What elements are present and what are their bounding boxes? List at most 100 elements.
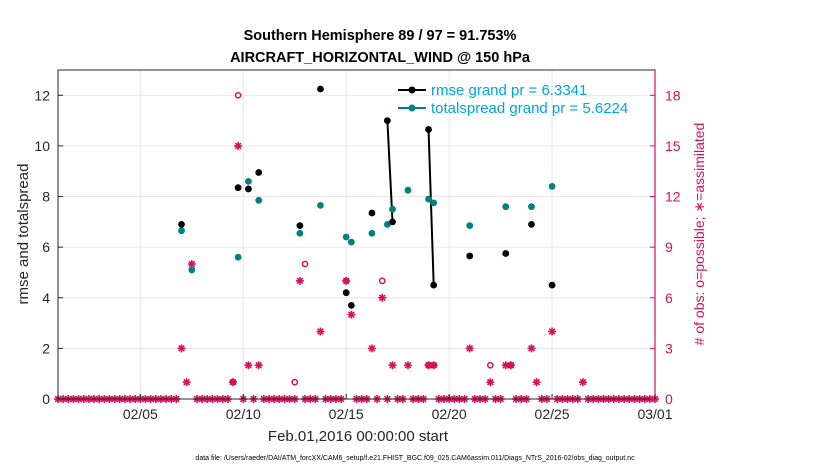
obs-assimilated-marker — [578, 378, 587, 387]
spread-point — [347, 238, 355, 246]
obs-assimilated-marker — [424, 361, 433, 370]
y-axis-label: rmse and totalspread — [15, 164, 32, 305]
grid — [58, 70, 656, 400]
obs-assimilated-marker — [234, 141, 243, 150]
chart-subtitle: AIRCRAFT_HORIZONTAL_WIND @ 150 hPa — [230, 50, 531, 66]
y-tick-label: 2 — [42, 340, 50, 356]
obs-assimilated-marker — [388, 361, 397, 370]
x-tick-label: 02/10 — [226, 406, 261, 422]
obs-possible-marker — [301, 260, 309, 268]
obs-possible-marker — [486, 361, 494, 369]
rmse-point — [430, 281, 438, 289]
y-tick-label: 12 — [34, 87, 50, 103]
spread-point — [188, 266, 196, 274]
legend: rmse grand pr = 6.3341 totalspread grand… — [398, 82, 628, 117]
rmse-point — [255, 169, 263, 176]
spread-point — [342, 233, 350, 241]
x-tick-label: 02/20 — [432, 406, 467, 422]
y-tick-label: 6 — [42, 239, 50, 255]
rmse-point — [178, 220, 185, 228]
data-layer — [177, 85, 587, 387]
spread-point — [296, 229, 304, 237]
obs-assimilated-marker — [429, 361, 438, 370]
rmse-point — [528, 220, 535, 228]
obs-assimilated-marker — [342, 276, 351, 285]
y-right-tick-label: 0 — [665, 391, 673, 407]
spread-point — [317, 201, 324, 209]
obs-assimilated-marker — [316, 327, 325, 336]
rmse-point — [317, 85, 324, 93]
x-axis-label: Feb.01,2016 00:00:00 start — [268, 428, 449, 445]
legend-spread-label: totalspread grand pr = 5.6224 — [431, 100, 628, 117]
obs-possible-marker — [378, 277, 386, 285]
y-tick-label: 8 — [42, 189, 50, 205]
rmse-point — [383, 117, 391, 125]
axes: 02/05 02/10 02/15 02/20 02/25 03/010246810120… — [34, 87, 680, 422]
spread-point — [404, 186, 412, 194]
spread-point — [466, 222, 474, 230]
obs-assimilated-marker — [506, 361, 515, 370]
obs-assimilated-marker — [367, 344, 376, 353]
obs-assimilated-marker — [254, 361, 263, 370]
rmse-point — [502, 250, 510, 257]
legend-spread-marker — [408, 104, 416, 112]
data-file-footnote: data file: /Users/raeder/DAI/ATM_forcXX/… — [195, 455, 635, 462]
rmse-point — [234, 184, 242, 192]
x-tick-label: 03/01 — [637, 406, 672, 422]
y-right-tick-label: 9 — [665, 239, 673, 255]
x-tick-label: 02/05 — [123, 406, 158, 422]
spread-point — [383, 220, 391, 228]
x-tick-label: 02/15 — [329, 406, 364, 422]
spread-point — [368, 229, 376, 237]
rmse-point — [548, 281, 556, 289]
rmse-point — [425, 126, 432, 133]
obs-assimilated-marker — [182, 378, 191, 387]
rmse-point — [245, 185, 252, 193]
obs-assimilated-marker — [465, 344, 474, 353]
legend-rmse-label: rmse grand pr = 6.3341 — [431, 82, 587, 99]
spread-point — [234, 253, 242, 261]
rmse-point — [296, 222, 304, 230]
rmse-point — [368, 209, 376, 217]
obs-assimilated-marker — [532, 378, 541, 387]
rmse-connector-line — [427, 129, 435, 286]
spread-point — [389, 205, 396, 213]
spread-point — [245, 177, 252, 185]
rmse-point — [466, 252, 474, 260]
y-right-tick-label: 12 — [665, 189, 681, 205]
y-right-tick-label: 6 — [665, 290, 673, 306]
obs-assimilated-marker — [403, 361, 412, 370]
rmse-point — [389, 218, 396, 226]
obs-assimilated-marker — [177, 344, 186, 353]
obs-assimilated-marker — [347, 310, 356, 319]
obs-assimilated-marker — [548, 327, 557, 336]
spread-point — [425, 195, 432, 203]
spread-point — [502, 203, 510, 211]
obs-assimilated-marker — [295, 276, 304, 285]
obs-assimilated-marker — [244, 361, 253, 370]
spread-point — [178, 227, 185, 235]
y-tick-label: 10 — [34, 138, 50, 154]
obs-assimilated-marker — [378, 293, 387, 302]
chart-title: Southern Hemisphere 89 / 97 = 91.753% — [244, 28, 517, 44]
obs-possible-marker — [234, 91, 242, 99]
obs-assimilated-marker — [228, 378, 237, 387]
spread-point — [528, 203, 535, 211]
obs-possible-marker — [291, 378, 299, 386]
plot-frame — [57, 69, 656, 400]
rmse-point — [342, 289, 350, 297]
spread-point — [255, 196, 263, 204]
legend-rmse-marker — [408, 86, 416, 94]
y-tick-label: 0 — [42, 391, 50, 407]
y-right-tick-label: 15 — [665, 138, 681, 154]
x-tick-label: 02/25 — [535, 406, 570, 422]
rmse-connector-line — [386, 120, 394, 222]
obs-assimilated-marker — [527, 344, 536, 353]
y-tick-label: 4 — [42, 290, 50, 306]
obs-assimilated-marker — [486, 378, 495, 387]
rmse-point — [347, 301, 355, 309]
spread-point — [548, 183, 556, 190]
y-right-tick-label: 3 — [665, 340, 673, 356]
y-axis-label-right: # of obs: o=possible; ∗=assimilated — [691, 123, 707, 346]
